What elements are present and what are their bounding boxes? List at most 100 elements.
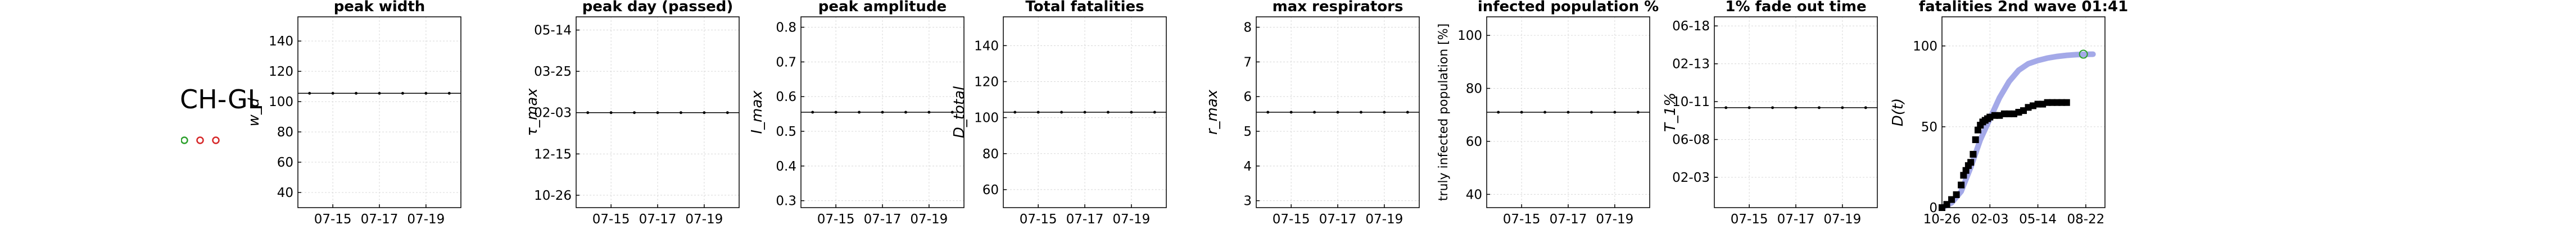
chart-panel-4: Total fatalities 60 80 100 120 140 07-15 07-17 0…	[951, 0, 1167, 227]
x-tick-label: 07-15	[314, 212, 352, 227]
data-point	[927, 111, 931, 114]
observed-point	[1953, 191, 1960, 198]
x-tick-label: 07-17	[1319, 212, 1357, 227]
x-tick-label: 07-17	[1777, 212, 1815, 227]
data-point	[881, 111, 884, 114]
data-point	[355, 91, 358, 95]
y-tick-label: 140	[974, 39, 999, 53]
x-tick-label: 07-17	[1550, 212, 1587, 227]
x-tick-label: 07-17	[1066, 212, 1104, 227]
x-tick-label: 07-17	[864, 212, 902, 227]
y-tick-label: 05-14	[534, 24, 572, 38]
data-point	[1613, 111, 1617, 114]
x-tick-label: 07-19	[910, 212, 948, 227]
data-point	[1383, 111, 1386, 114]
x-tick-label: 07-19	[1112, 212, 1150, 227]
chart-title: peak day (passed)	[582, 0, 734, 15]
y-tick-label: 100	[1457, 29, 1482, 43]
x-tick-label: 08-22	[2067, 212, 2104, 227]
observed-point	[1972, 136, 1979, 143]
data-point	[1724, 106, 1728, 109]
y-axis-label: I_max	[749, 90, 766, 134]
y-tick-label: 120	[269, 65, 293, 79]
data-point	[1636, 111, 1640, 114]
data-point	[1083, 111, 1086, 114]
y-tick-label: 6	[1243, 90, 1252, 104]
y-tick-label: 06-08	[1672, 133, 1710, 148]
plot-frame	[297, 16, 461, 208]
status-dots	[181, 136, 220, 144]
plot-frame	[576, 16, 740, 208]
data-point	[1497, 111, 1500, 114]
chart-panel-5: max respirators 3 4 5 6 7 8 07-15 07-17 07-19 r_ma…	[1204, 0, 1420, 227]
plot-frame	[1714, 16, 1878, 208]
x-tick-label: 07-19	[1823, 212, 1861, 227]
x-tick-label: 07-19	[407, 212, 445, 227]
data-point	[609, 111, 613, 114]
y-tick-label: 02-13	[1672, 57, 1710, 72]
data-point	[378, 91, 381, 95]
y-tick-label: 02-03	[1672, 171, 1710, 185]
region-label: CH-GL	[180, 84, 262, 114]
y-tick-label: 0.5	[776, 125, 796, 139]
data-point	[1864, 106, 1867, 109]
y-tick-label: 50	[1921, 120, 1937, 135]
x-tick-label: 07-19	[1596, 212, 1633, 227]
plot-frame	[1941, 16, 2106, 208]
y-tick-label: 0.4	[776, 159, 796, 174]
y-tick-label: 100	[269, 95, 293, 109]
y-tick-label: 100	[974, 111, 999, 126]
data-point	[1266, 111, 1270, 114]
y-tick-label: 140	[269, 34, 293, 49]
data-point	[1013, 111, 1017, 114]
y-axis-label: D(t)	[1890, 98, 1907, 127]
data-point	[1130, 111, 1133, 114]
data-point	[858, 111, 861, 114]
x-tick-label: 07-17	[361, 212, 399, 227]
chart-panel-2: peak day (passed) 10-26 12-15 02-03 03-25 05-…	[524, 0, 740, 227]
y-axis-label: τ_max	[524, 88, 541, 136]
chart-panel-8: fatalities 2nd wave 01:41 0 50 100 10-26 02-0…	[1890, 0, 2128, 227]
data-point	[904, 111, 907, 114]
y-tick-label: 80	[277, 125, 293, 140]
data-point	[1289, 111, 1293, 114]
x-tick-label: 07-15	[1731, 212, 1768, 227]
y-tick-label: 5	[1243, 125, 1252, 139]
y-axis-label: w_d	[246, 98, 262, 126]
data-point	[447, 91, 451, 95]
y-tick-label: 0.7	[776, 55, 796, 70]
data-point	[703, 111, 706, 114]
x-tick-label: 07-15	[1020, 212, 1057, 227]
x-tick-label: 10-26	[1923, 212, 1961, 227]
data-point	[834, 111, 837, 114]
y-axis-label: r_max	[1204, 89, 1221, 135]
data-point	[950, 111, 954, 114]
y-tick-label: 60	[983, 183, 999, 198]
data-point	[401, 91, 404, 95]
plot-frame	[1486, 16, 1650, 208]
y-tick-label: 3	[1243, 194, 1252, 209]
y-tick-label: 0	[1929, 201, 1937, 215]
data-point	[1771, 106, 1774, 109]
x-tick-label: 05-14	[2019, 212, 2057, 227]
data-point	[1590, 111, 1593, 114]
status-dot	[212, 136, 220, 144]
data-point	[1567, 111, 1570, 114]
data-point	[331, 91, 334, 95]
y-tick-label: 7	[1243, 55, 1252, 70]
y-tick-label: 12-15	[534, 147, 572, 162]
model-curve	[1939, 51, 2096, 210]
data-point	[726, 111, 729, 114]
observed-point	[2063, 99, 2070, 106]
data-point	[1747, 106, 1751, 109]
data-point	[1359, 111, 1362, 114]
data-point	[1841, 106, 1844, 109]
x-tick-label: 07-17	[639, 212, 677, 227]
observed-point	[1967, 159, 1975, 166]
data-point	[633, 111, 636, 114]
y-tick-label: 60	[1466, 135, 1482, 149]
y-tick-label: 0.6	[776, 90, 796, 104]
y-axis-label: D_total	[951, 86, 968, 138]
